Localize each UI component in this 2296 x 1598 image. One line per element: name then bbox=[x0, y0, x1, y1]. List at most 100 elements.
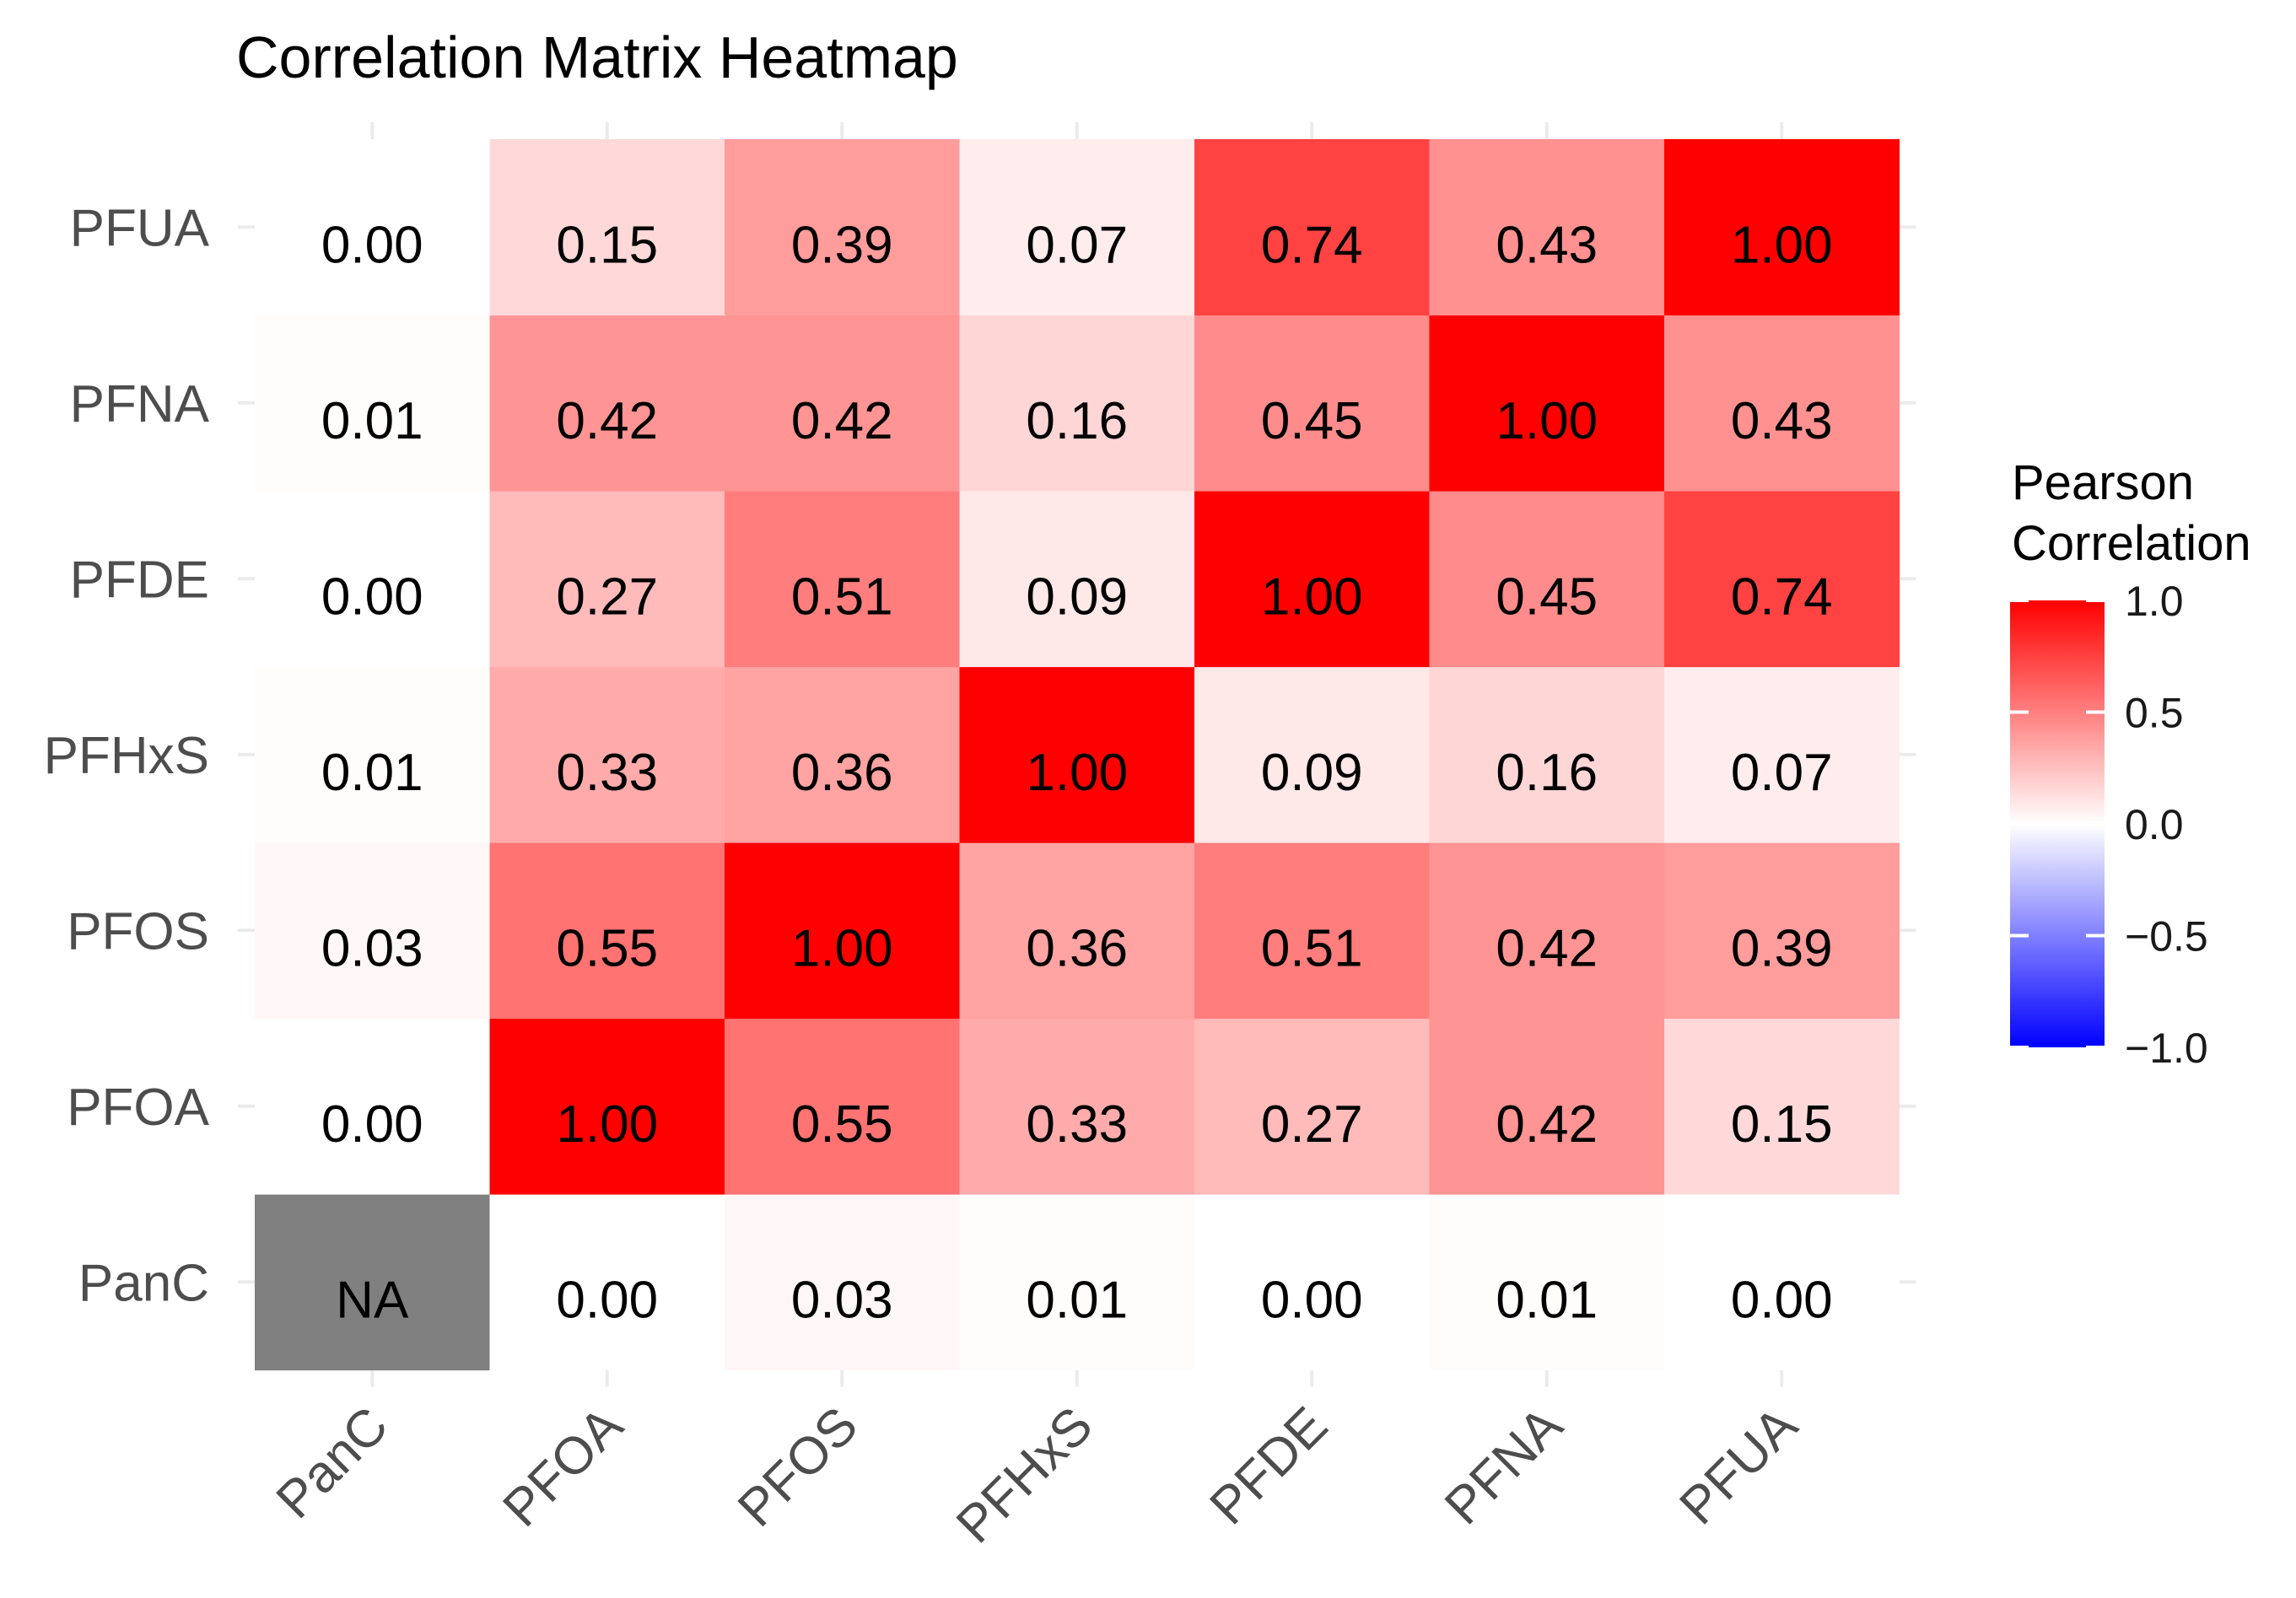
cell-label-PFNA-PFDE: 0.45 bbox=[1261, 392, 1363, 450]
heatmap-cell-PFUA-PanC bbox=[255, 139, 491, 316]
cell-label-PFOA-PFHxS: 0.33 bbox=[1026, 1095, 1128, 1154]
cell-label-PFHxS-PFOA: 0.33 bbox=[556, 744, 658, 802]
heatmap-cell-PFUA-PFUA bbox=[1664, 139, 1900, 316]
cell-label-PFHxS-PFDE: 0.09 bbox=[1261, 744, 1363, 802]
heatmap-cell-PFNA-PanC bbox=[255, 315, 491, 492]
cell-label-PFUA-PFDE: 0.74 bbox=[1261, 216, 1363, 274]
cell-label-PFOS-PFUA: 0.39 bbox=[1731, 919, 1833, 977]
x-tick-label-PFOS: PFOS bbox=[727, 1396, 869, 1538]
heatmap-cell-PanC-PFUA bbox=[1664, 1194, 1900, 1371]
cell-label-PFHxS-PFNA: 0.16 bbox=[1496, 744, 1598, 802]
y-axis-tick-labels: PanC PFOA PFOS PFHxS PFDE PFNA PFUA bbox=[44, 199, 210, 1312]
y-tick-label-PFOA: PFOA bbox=[67, 1079, 209, 1137]
cell-label-PFDE-PanC: 0.00 bbox=[321, 568, 423, 626]
y-tick-label-PFHxS: PFHxS bbox=[44, 727, 209, 785]
cell-label-PFDE-PFOA: 0.27 bbox=[556, 568, 658, 626]
heatmap-cell-PFHxS-PFUA bbox=[1664, 666, 1900, 843]
cell-label-PFOA-PanC: 0.00 bbox=[321, 1095, 423, 1154]
heatmap-cell-PanC-PanC bbox=[255, 1194, 491, 1371]
heatmap-cell-PFDE-PFOA bbox=[489, 491, 725, 668]
cell-label-PanC-PFUA: 0.00 bbox=[1731, 1271, 1833, 1329]
heatmap-cell-PFDE-PFHxS bbox=[959, 491, 1195, 668]
legend-tick-label: −0.5 bbox=[2125, 913, 2208, 960]
cell-label-PFNA-PFOS: 0.42 bbox=[791, 392, 893, 450]
cell-label-PFNA-PFHxS: 0.16 bbox=[1026, 392, 1128, 450]
heatmap-cell-PFNA-PFHxS bbox=[959, 315, 1195, 492]
cell-label-PFOA-PFUA: 0.15 bbox=[1731, 1095, 1833, 1154]
heatmap-cell-PFNA-PFNA bbox=[1429, 315, 1665, 492]
cell-label-PFUA-PanC: 0.00 bbox=[321, 216, 423, 274]
heatmap-cell-PFNA-PFOA bbox=[489, 315, 725, 492]
x-tick-label-PFNA: PFNA bbox=[1434, 1396, 1574, 1536]
color-legend: Pearson Correlation 1.0 0.5 0.0 −0.5 −1.0 bbox=[2010, 455, 2251, 1072]
heatmap-cell-PFDE-PFDE bbox=[1194, 491, 1431, 668]
heatmap-cell-PanC-PFDE bbox=[1194, 1194, 1431, 1371]
heatmap-cell-PFUA-PFHxS bbox=[959, 139, 1195, 316]
x-tick-label-PFHxS: PFHxS bbox=[946, 1396, 1104, 1555]
heatmap-cells bbox=[255, 139, 1900, 1371]
legend-tick-label: −1.0 bbox=[2125, 1025, 2208, 1072]
heatmap-cell-PFHxS-PanC bbox=[255, 666, 491, 843]
x-tick-label-PFOA: PFOA bbox=[492, 1396, 634, 1538]
legend-title-line-2: Correlation bbox=[2012, 516, 2251, 571]
cell-label-PFOS-PFOS: 1.00 bbox=[791, 919, 893, 977]
heatmap-cell-PFDE-PFUA bbox=[1664, 491, 1900, 668]
cell-label-PFOA-PFDE: 0.27 bbox=[1261, 1095, 1363, 1154]
cell-label-PFHxS-PFUA: 0.07 bbox=[1731, 744, 1833, 802]
heatmap-cell-PFUA-PFOS bbox=[725, 139, 961, 316]
y-tick-label-PanC: PanC bbox=[78, 1254, 209, 1312]
heatmap-cell-PFOS-PFOS bbox=[725, 842, 961, 1020]
cell-label-PFOS-PFOA: 0.55 bbox=[556, 919, 658, 977]
heatmap-cell-PFOA-PFOS bbox=[725, 1018, 961, 1195]
cell-label-PFUA-PFUA: 1.00 bbox=[1731, 216, 1833, 274]
cell-label-PanC-PFNA: 0.01 bbox=[1496, 1271, 1598, 1329]
cell-label-PFDE-PFDE: 1.00 bbox=[1261, 568, 1363, 626]
cell-label-PFUA-PFOA: 0.15 bbox=[556, 216, 658, 274]
heatmap-cell-PFDE-PFOS bbox=[725, 491, 961, 668]
cell-label-PFUA-PFHxS: 0.07 bbox=[1026, 216, 1128, 274]
heatmap-cell-PFNA-PFOS bbox=[725, 315, 961, 492]
legend-tick-label: 0.5 bbox=[2125, 690, 2184, 737]
cell-label-PanC-PFHxS: 0.01 bbox=[1026, 1271, 1128, 1329]
cell-label-PFOS-PanC: 0.03 bbox=[321, 919, 423, 977]
heatmap-cell-PFOS-PanC bbox=[255, 842, 491, 1020]
y-tick-label-PFDE: PFDE bbox=[70, 551, 209, 609]
cell-label-PFHxS-PFHxS: 1.00 bbox=[1026, 744, 1128, 802]
x-tick-label-PanC: PanC bbox=[266, 1396, 399, 1530]
cell-label-PanC-PFOS: 0.03 bbox=[791, 1271, 893, 1329]
y-tick-label-PFOS: PFOS bbox=[67, 902, 209, 960]
heatmap-cell-PFHxS-PFOS bbox=[725, 666, 961, 843]
heatmap-cell-PFOS-PFDE bbox=[1194, 842, 1431, 1020]
cell-label-PFOA-PFOS: 0.55 bbox=[791, 1095, 893, 1154]
heatmap-cell-PFOA-PFDE bbox=[1194, 1018, 1431, 1195]
cell-label-PFNA-PFOA: 0.42 bbox=[556, 392, 658, 450]
heatmap-cell-PFUA-PFOA bbox=[489, 139, 725, 316]
heatmap-cell-PFOS-PFUA bbox=[1664, 842, 1900, 1020]
heatmap-cell-PanC-PFOA bbox=[489, 1194, 725, 1371]
y-tick-label-PFNA: PFNA bbox=[70, 375, 210, 433]
cell-label-PFDE-PFHxS: 0.09 bbox=[1026, 568, 1128, 626]
heatmap-cell-PFOA-PFUA bbox=[1664, 1018, 1900, 1195]
heatmap-cell-PFDE-PanC bbox=[255, 491, 491, 668]
cell-label-PFHxS-PFOS: 0.36 bbox=[791, 744, 893, 802]
x-tick-label-PFDE: PFDE bbox=[1199, 1396, 1339, 1536]
cell-label-PFOS-PFHxS: 0.36 bbox=[1026, 919, 1128, 977]
heatmap-cell-PFOA-PFNA bbox=[1429, 1018, 1665, 1195]
heatmap-cell-PFOA-PFOA bbox=[489, 1018, 725, 1195]
cell-value-labels: NA 0.00 0.03 0.01 0.00 0.01 0.00 0.00 1.00 0.55 0.… bbox=[321, 216, 1833, 1329]
cell-label-PFDE-PFNA: 0.45 bbox=[1496, 568, 1598, 626]
cell-label-PanC-PanC: NA bbox=[336, 1271, 409, 1329]
heatmap-cell-PFOS-PFHxS bbox=[959, 842, 1195, 1020]
heatmap-cell-PanC-PFNA bbox=[1429, 1194, 1665, 1371]
chart-title: Correlation Matrix Heatmap bbox=[236, 24, 958, 90]
heatmap-cell-PFOA-PFHxS bbox=[959, 1018, 1195, 1195]
heatmap-cell-PFHxS-PFOA bbox=[489, 666, 725, 843]
heatmap-cell-PanC-PFOS bbox=[725, 1194, 961, 1371]
heatmap-cell-PFOS-PFNA bbox=[1429, 842, 1665, 1020]
cell-label-PFOS-PFNA: 0.42 bbox=[1496, 919, 1598, 977]
cell-label-PFOA-PFOA: 1.00 bbox=[556, 1095, 658, 1154]
cell-label-PFHxS-PanC: 0.01 bbox=[321, 744, 423, 802]
legend-ticks: 1.0 0.5 0.0 −0.5 −1.0 bbox=[2010, 578, 2208, 1072]
cell-label-PFNA-PanC: 0.01 bbox=[321, 392, 423, 450]
